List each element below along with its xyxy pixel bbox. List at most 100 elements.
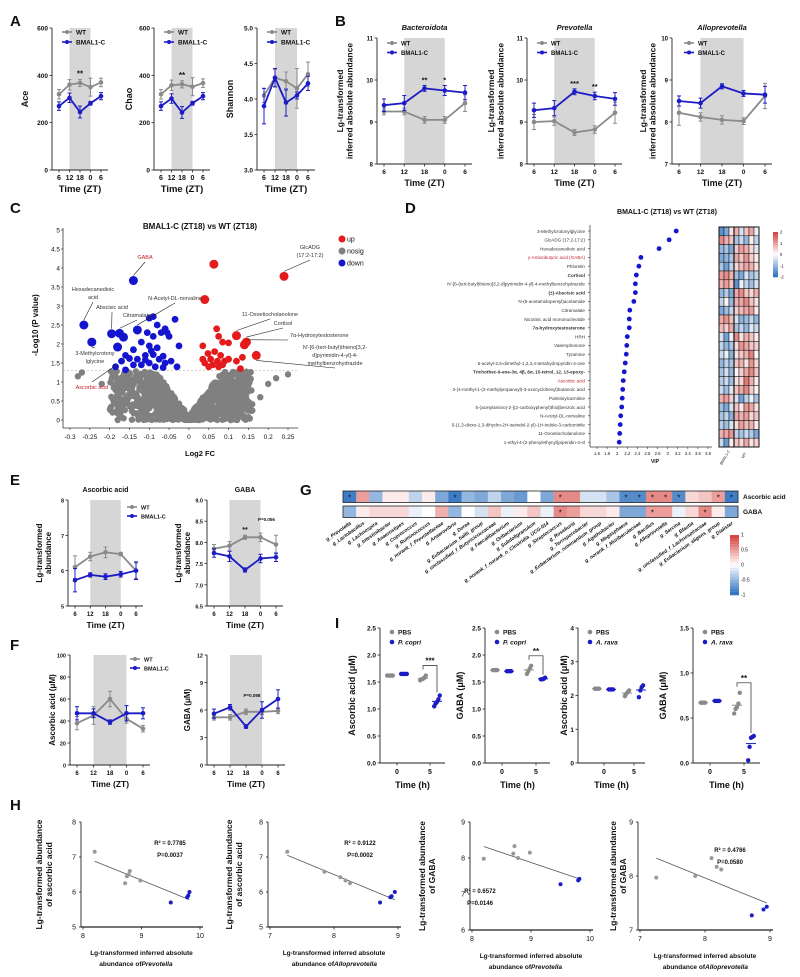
nosig-point xyxy=(244,401,251,409)
y-tick-label: 400 xyxy=(139,73,150,80)
heatmap-cell xyxy=(753,305,760,316)
heatmap-cell xyxy=(422,491,436,503)
vip-point xyxy=(624,334,630,339)
y-tick-label: 11 xyxy=(517,37,524,43)
y-tick-label: 3 xyxy=(56,304,60,311)
data-point xyxy=(200,93,206,99)
heatmap-cell xyxy=(724,506,739,518)
annotation-label: lglycine xyxy=(86,359,104,365)
nosig-point xyxy=(125,372,133,380)
panel-label: G xyxy=(300,482,312,499)
down-point xyxy=(132,325,142,335)
heatmap-cell xyxy=(743,235,750,245)
metabolite-label: Hexadecanedioic acid xyxy=(540,246,585,251)
nosig-point xyxy=(132,368,140,375)
series-bmal1-c xyxy=(211,689,281,729)
heatmap-cell xyxy=(738,270,745,281)
heatmap-cell xyxy=(748,376,755,386)
y-axis-title: inferred absolute abundance xyxy=(345,43,355,159)
heatmap-cell xyxy=(723,279,730,289)
heatmap-cell xyxy=(743,402,750,413)
data-point-bmal xyxy=(186,893,191,898)
colorbar-label: -0.5 xyxy=(741,578,750,584)
y-tick-label: 11 xyxy=(367,37,374,43)
y-axis-title: of GABA xyxy=(618,858,628,893)
heatmap-cell xyxy=(435,491,449,503)
annotation-label: N-Acetyl-DL-norvaline xyxy=(148,296,202,302)
x-axis-genus: Alloprevotella xyxy=(704,964,748,971)
annotation-arrow xyxy=(256,360,336,369)
x-tick-label: 12 xyxy=(551,169,559,176)
colorbar-segment xyxy=(730,589,739,593)
y-axis-title: abundance xyxy=(183,531,192,574)
y-axis-title: Lg-transformed abundance xyxy=(224,819,234,929)
down-point xyxy=(133,355,141,363)
heatmap-cell xyxy=(728,385,735,395)
colorbar-segment xyxy=(773,252,778,255)
y-tick-label: 200 xyxy=(37,120,48,127)
heatmap-cell xyxy=(718,402,725,413)
heatmap-cell xyxy=(718,376,725,386)
heatmap-cell xyxy=(733,358,740,369)
panel-B-prevotella: 8 9 10 11 6 12 18 0 6 Time (ZT) Lg-transformed infe… xyxy=(486,23,622,188)
up-point xyxy=(225,355,232,363)
data-point xyxy=(698,100,703,106)
data-point xyxy=(158,103,164,109)
legend-marker xyxy=(687,41,691,45)
legend-label: PBS xyxy=(711,630,725,637)
heatmap-cell xyxy=(748,270,755,281)
nosig-point xyxy=(213,394,220,401)
data-point xyxy=(592,93,598,99)
y-tick-label: 7 xyxy=(461,892,465,899)
down-point xyxy=(79,320,89,330)
down-point xyxy=(159,352,167,360)
nosig-point xyxy=(233,401,240,408)
heatmap-cell xyxy=(733,314,740,325)
y-tick-label: 8 xyxy=(629,874,633,881)
annotation-label: (17:2-17:2) xyxy=(297,253,324,259)
heatmap-cell xyxy=(619,506,633,518)
heatmap-cell xyxy=(718,385,725,395)
significance-star: * xyxy=(651,494,654,503)
colorbar-segment xyxy=(773,270,778,273)
y-tick-label: 8 xyxy=(370,163,374,169)
nosig-point xyxy=(126,385,134,392)
metabolite-label: Phloretin xyxy=(567,264,586,269)
colorbar-segment xyxy=(773,263,778,267)
regression-stat: R² = 0.7785 xyxy=(154,840,186,847)
heatmap-cell xyxy=(753,411,760,421)
data-point xyxy=(551,105,557,111)
data-point-wt xyxy=(527,850,532,855)
data-point xyxy=(442,88,448,93)
x-tick-label: -0.1 xyxy=(144,434,156,441)
x-tick-label: 6 xyxy=(141,771,145,777)
x-tick-label: 18 xyxy=(178,175,186,182)
x-tick-label: 6 xyxy=(262,175,266,182)
heatmap-cell xyxy=(743,385,750,395)
x-axis-title: abundance of xyxy=(99,961,142,968)
x-axis-title: Lg-transformed inferred absolute xyxy=(283,950,386,957)
heatmap-cell xyxy=(753,323,760,333)
x-tick-label: 0.05 xyxy=(202,434,215,441)
panel-I-pcopri-ascorbic: 0.0 0.5 1.0 1.5 2.0 2.5 0 5 Time (h) Ascorbic aci… xyxy=(347,626,445,790)
x-tick-label: 9 xyxy=(768,936,772,943)
significance-star: * xyxy=(664,494,667,503)
nosig-point xyxy=(235,383,242,390)
nosig-point xyxy=(235,374,242,382)
heatmap-cell xyxy=(632,506,647,518)
dark-phase-shading xyxy=(404,38,445,164)
y-tick-label: 9 xyxy=(200,681,203,687)
y-tick-label: 0 xyxy=(63,764,66,770)
y-tick-label: 3.0 xyxy=(244,168,253,175)
legend-label: up xyxy=(347,237,355,244)
annotation-arrow xyxy=(83,301,94,321)
data-point-bmal xyxy=(187,890,192,894)
legend-label: WT xyxy=(698,42,708,48)
y-tick-label: 8.5 xyxy=(195,520,203,526)
legend-label: WT xyxy=(551,42,561,48)
heatmap-cell xyxy=(723,402,730,413)
x-tick-label: 3.2 xyxy=(675,451,681,456)
data-point xyxy=(211,550,217,556)
heatmap-cell xyxy=(448,506,462,518)
